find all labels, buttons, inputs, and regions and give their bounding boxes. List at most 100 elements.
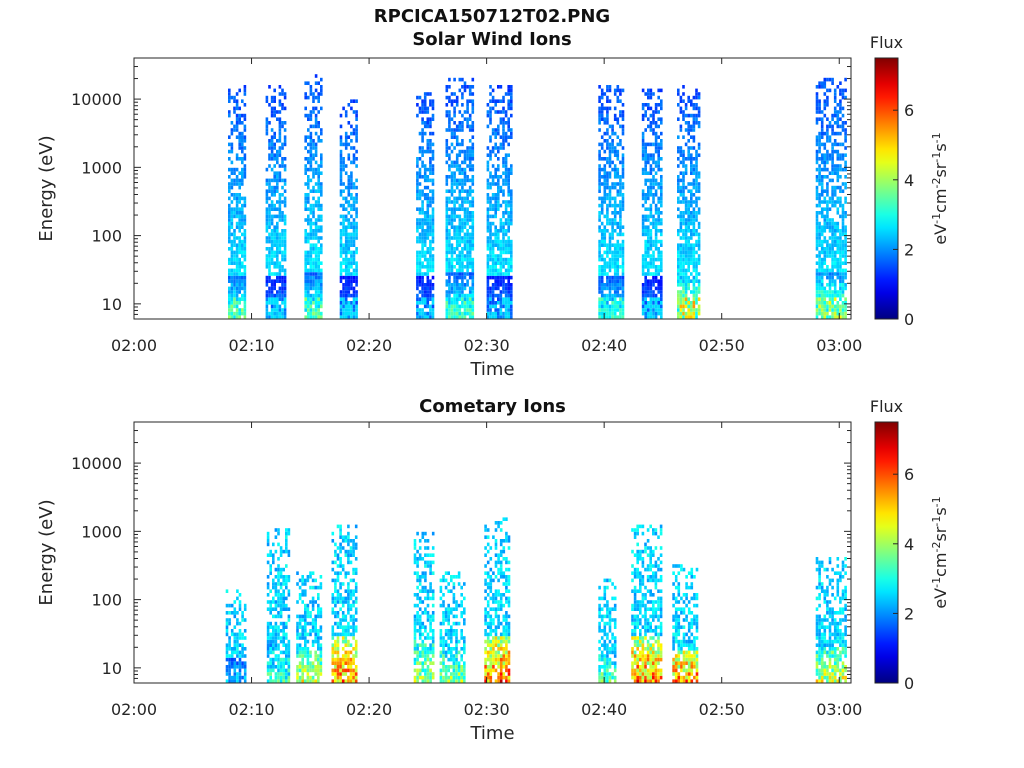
heatmap-cell [331,596,335,601]
heatmap-cell [823,236,827,240]
heatmap-cell [504,167,508,172]
heatmap-cell [355,164,358,168]
heatmap-cell [458,203,462,208]
heatmap-cell [423,149,427,154]
heatmap-cell [445,272,449,276]
heatmap-cell [841,189,845,193]
heatmap-cell [489,99,492,103]
heatmap-cell [606,121,609,125]
heatmap-cell [279,661,283,665]
heatmap-cell [230,160,234,165]
heatmap-cell [418,171,422,175]
heatmap-cell [468,211,472,215]
heatmap-cell [235,272,239,276]
heatmap-cell [339,600,342,604]
heatmap-cell [233,232,236,237]
heatmap-cell [494,286,497,291]
heatmap-cell [641,308,645,312]
heatmap-cell [273,113,276,118]
heatmap-cell [270,110,274,114]
colorbar-tick-label: 2 [904,240,914,259]
heatmap-cell [228,113,231,118]
heatmap-cell [281,92,284,96]
heatmap-cell [458,315,462,319]
heatmap-cell [654,149,658,154]
heatmap-cell [314,243,318,247]
heatmap-cell [347,301,351,305]
heatmap-cell [230,221,234,226]
heatmap-cell [841,232,845,237]
heatmap-cell [334,578,337,583]
heatmap-cell [497,207,500,211]
heatmap-cell [448,236,451,240]
heatmap-cell [273,243,276,247]
heatmap-cell [265,279,269,283]
heatmap-cell [657,283,660,287]
heatmap-cell [450,311,454,316]
heatmap-cell [660,275,663,280]
heatmap-cell [679,99,683,103]
heatmap-cell [839,185,842,190]
heatmap-cell [448,293,451,298]
heatmap-cell [304,636,307,640]
heatmap-cell [416,178,419,183]
heatmap-cell [692,157,696,161]
heatmap-cell [421,247,424,251]
heatmap-cell [283,200,287,204]
heatmap-cell [448,124,451,129]
heatmap-cell [233,639,237,644]
heatmap-cell [265,189,269,193]
heatmap-cell [317,643,320,647]
heatmap-cell [616,99,620,103]
heatmap-cell [644,293,647,298]
heatmap-cell [619,193,622,197]
heatmap-cell [820,279,824,283]
heatmap-cell [352,257,356,262]
heatmap-cell [336,668,340,673]
heatmap-cell [831,279,834,283]
heatmap-cell [818,265,821,269]
heatmap-cell [243,618,247,622]
heatmap-cell [458,221,462,226]
heatmap-cell [818,171,821,175]
heatmap-cell [831,275,834,280]
heatmap-cell [423,239,427,244]
heatmap-cell [603,257,607,262]
heatmap-cell [317,203,320,208]
heatmap-cell [491,315,495,319]
heatmap-cell [641,225,645,229]
heatmap-cell [507,99,510,103]
heatmap-cell [687,275,690,280]
heatmap-cell [504,113,508,118]
heatmap-cell [320,311,323,316]
heatmap-cell [815,225,819,229]
heatmap-cell [831,293,834,298]
heatmap-cell [491,146,495,150]
heatmap-cell [445,265,449,269]
heatmap-cell [606,261,609,265]
heatmap-cell [613,279,617,283]
heatmap-cell [282,578,285,583]
heatmap-cell [426,193,430,197]
heatmap-cell [600,229,604,233]
heatmap-cell [235,311,239,316]
heatmap-cell [429,103,432,107]
heatmap-cell [228,221,231,226]
heatmap-cell [235,203,239,208]
heatmap-cell [450,283,454,287]
heatmap-cell [844,304,847,309]
heatmap-cell [350,160,353,165]
heatmap-cell [238,315,241,319]
heatmap-cell [486,218,490,222]
heatmap-cell [697,221,701,226]
heatmap-cell [649,95,653,100]
heatmap-cell [841,211,845,215]
heatmap-cell [342,157,345,161]
heatmap-cell [682,221,685,226]
heatmap-cell [342,297,345,301]
heatmap-cell [339,157,343,161]
heatmap-cell [336,611,340,615]
heatmap-cell [235,117,239,121]
heatmap-cell [347,218,351,222]
heatmap-cell [611,196,614,201]
